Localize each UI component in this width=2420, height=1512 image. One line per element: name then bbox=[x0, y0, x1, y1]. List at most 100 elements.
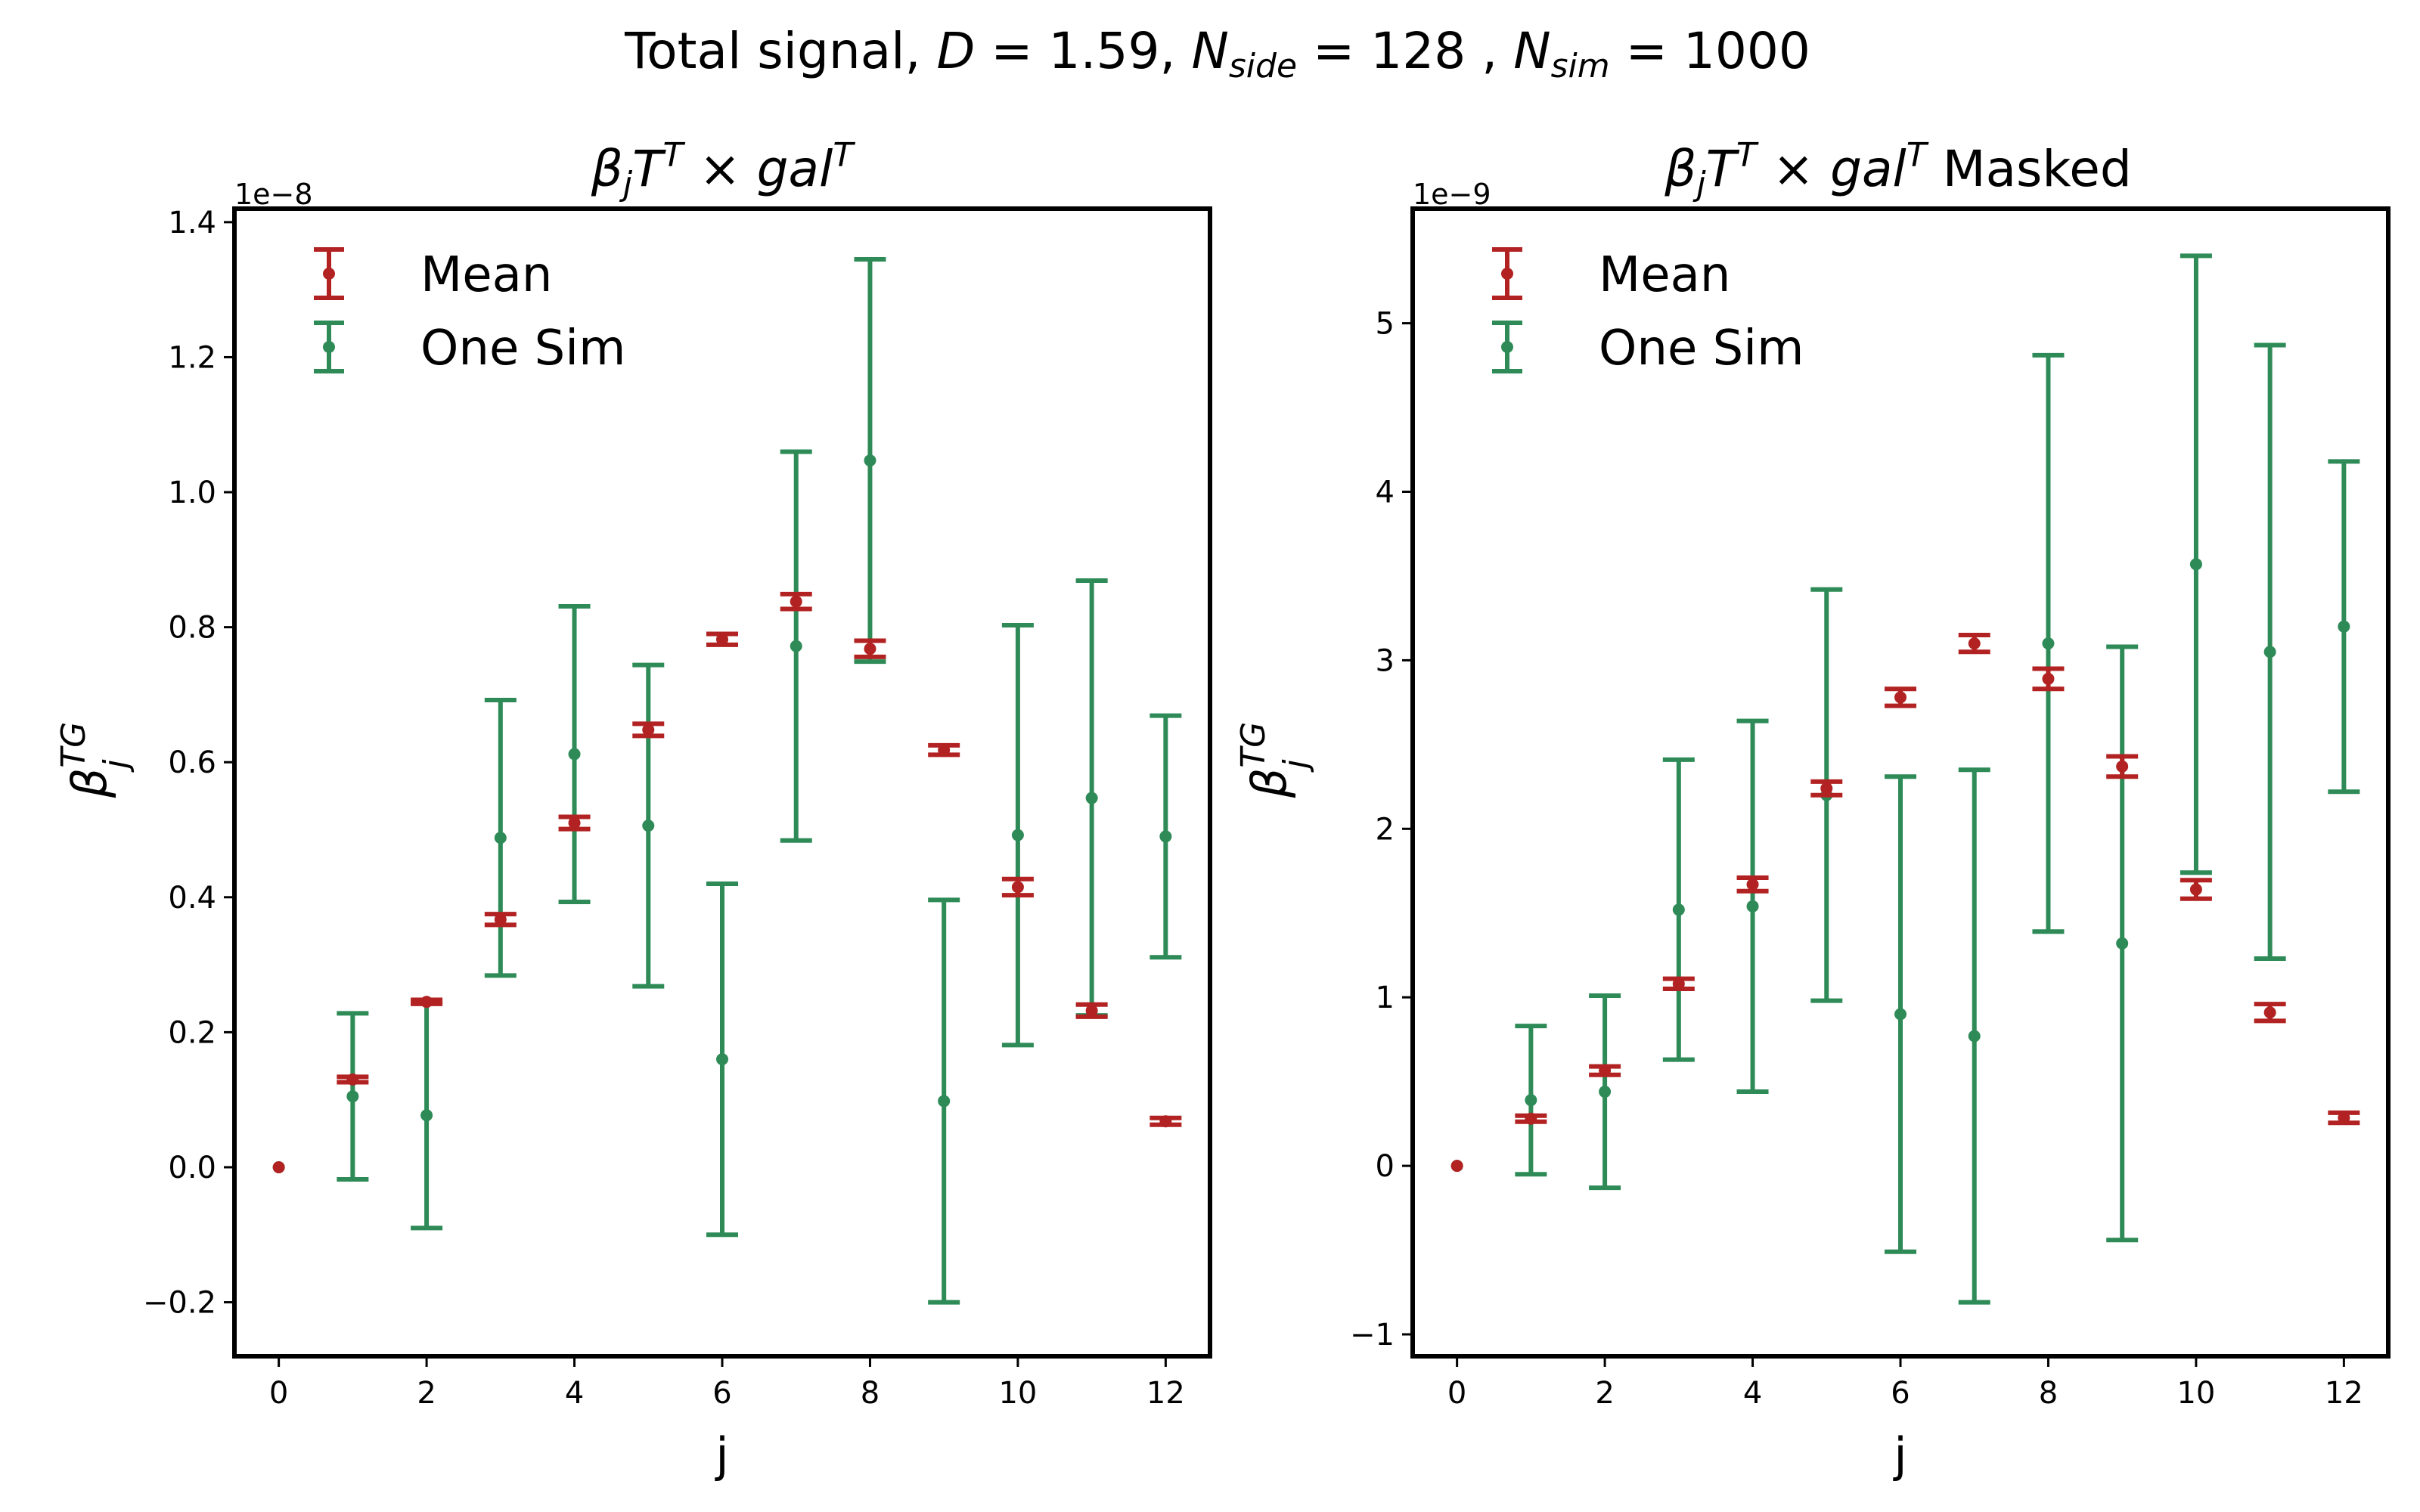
mean-errorbar bbox=[1150, 1115, 1182, 1128]
mean-point bbox=[2263, 1006, 2276, 1019]
panel-right-x-ticks: 0 2 4 6 8 10 12 bbox=[1447, 1356, 2363, 1411]
one-sim-point bbox=[1968, 1030, 1981, 1043]
y-tick-label: −1 bbox=[1350, 1318, 1395, 1352]
mean-point bbox=[642, 723, 655, 736]
y-tick-label: 0.2 bbox=[168, 1015, 216, 1050]
mean-point bbox=[568, 816, 581, 829]
legend-label-mean: Mean bbox=[420, 247, 552, 303]
mean-errorbar bbox=[558, 814, 591, 832]
mean-errorbar bbox=[2032, 666, 2065, 692]
one-sim-errorbar bbox=[2106, 644, 2139, 1243]
one-sim-errorbar bbox=[632, 662, 665, 989]
panel-left-legend: Mean One Sim bbox=[314, 247, 625, 376]
y-tick-label: 0.4 bbox=[168, 881, 216, 916]
one-sim-errorbar bbox=[928, 897, 960, 1305]
y-tick-label: 0 bbox=[1376, 1149, 1395, 1184]
one-sim-point bbox=[1894, 1008, 1907, 1021]
mean-point bbox=[716, 633, 728, 646]
legend-one-sim-marker bbox=[314, 321, 344, 373]
one-sim-errorbar bbox=[2328, 459, 2360, 795]
panel-right: βjTT × galT Masked 1e−9 j βTG j 0 2 4 6 8 10 12… bbox=[1234, 136, 2391, 1483]
mean-errorbar bbox=[706, 631, 738, 647]
mean-point bbox=[864, 643, 876, 655]
one-sim-point bbox=[346, 1090, 359, 1103]
mean-errorbar bbox=[272, 1160, 285, 1173]
panel-right-frame bbox=[1410, 206, 2391, 1359]
y-tick-label: 5 bbox=[1376, 307, 1395, 342]
one-sim-point bbox=[938, 1095, 951, 1108]
mean-point bbox=[1525, 1112, 1537, 1125]
one-sim-point bbox=[2189, 558, 2202, 571]
mean-errorbar bbox=[1075, 1002, 1108, 1019]
mean-errorbar bbox=[1958, 632, 1990, 655]
panel-right-y-ticks: −1 0 1 2 3 4 5 bbox=[1350, 307, 1413, 1352]
mean-errorbar bbox=[1662, 976, 1695, 992]
mean-errorbar bbox=[484, 912, 517, 928]
mean-point bbox=[1159, 1115, 1172, 1128]
mean-point bbox=[2042, 672, 2055, 685]
one-sim-errorbar bbox=[854, 256, 886, 665]
one-sim-errorbar bbox=[484, 698, 517, 978]
one-sim-errorbar bbox=[411, 1000, 443, 1231]
one-sim-errorbar bbox=[706, 881, 738, 1238]
mean-errorbar bbox=[337, 1073, 369, 1086]
one-sim-point bbox=[1525, 1094, 1537, 1107]
one-sim-errorbar bbox=[2254, 342, 2286, 961]
legend-mean-marker bbox=[314, 247, 344, 300]
panel-right-title: βjTT × galT Masked bbox=[1664, 136, 2132, 203]
y-tick-label: 0.0 bbox=[168, 1151, 216, 1185]
one-sim-errorbar bbox=[1515, 1024, 1547, 1177]
mean-errorbar bbox=[1885, 686, 1916, 708]
x-tick-label: 8 bbox=[2039, 1376, 2058, 1411]
mean-point bbox=[938, 744, 951, 757]
legend-label-one-sim: One Sim bbox=[1599, 321, 1804, 376]
mean-point bbox=[2116, 760, 2129, 773]
figure-suptitle: Total signal, D = 1.59, Nside = 128 , Ns… bbox=[624, 22, 1810, 85]
one-sim-errorbar bbox=[1001, 622, 1034, 1048]
panel-right-data-marks bbox=[1450, 253, 2360, 1305]
panel-right-offset-text: 1e−9 bbox=[1413, 178, 1491, 211]
legend-mean-marker bbox=[1492, 247, 1522, 300]
one-sim-errorbar bbox=[558, 603, 591, 905]
one-sim-errorbar bbox=[1958, 767, 1990, 1305]
y-tick-label: 0.8 bbox=[168, 611, 216, 646]
mean-point bbox=[1820, 782, 1833, 795]
one-sim-point bbox=[2042, 637, 2055, 650]
x-tick-label: 2 bbox=[417, 1376, 436, 1411]
panel-right-xlabel: j bbox=[1892, 1427, 1907, 1483]
x-tick-label: 4 bbox=[565, 1376, 584, 1411]
mean-point bbox=[790, 595, 802, 608]
panel-left-title: βjTT × galT bbox=[591, 136, 856, 203]
x-tick-label: 2 bbox=[1595, 1376, 1614, 1411]
mean-errorbar bbox=[854, 638, 886, 659]
one-sim-errorbar bbox=[1589, 993, 1621, 1191]
mean-errorbar bbox=[1810, 779, 1843, 798]
one-sim-point bbox=[790, 640, 802, 652]
mean-point bbox=[2338, 1111, 2350, 1124]
mean-errorbar bbox=[2254, 1002, 2286, 1024]
y-tick-label: 4 bbox=[1376, 475, 1395, 510]
one-sim-point bbox=[642, 820, 655, 832]
one-sim-point bbox=[1746, 900, 1759, 912]
panel-left-data-marks bbox=[272, 256, 1182, 1305]
one-sim-point bbox=[420, 1109, 433, 1122]
mean-point bbox=[420, 996, 433, 1009]
x-tick-label: 0 bbox=[1447, 1376, 1466, 1411]
one-sim-point bbox=[2263, 646, 2276, 658]
mean-errorbar bbox=[2180, 878, 2212, 901]
mean-errorbar bbox=[1736, 875, 1769, 894]
one-sim-point bbox=[1159, 830, 1172, 843]
one-sim-point bbox=[1672, 903, 1685, 916]
one-sim-errorbar bbox=[337, 1011, 369, 1182]
mean-point bbox=[1599, 1064, 1612, 1077]
legend-label-one-sim: One Sim bbox=[420, 321, 625, 376]
mean-errorbar bbox=[1001, 876, 1034, 898]
x-tick-label: 10 bbox=[2176, 1376, 2215, 1411]
mean-point bbox=[272, 1160, 285, 1173]
x-tick-label: 12 bbox=[2325, 1376, 2363, 1411]
one-sim-errorbar bbox=[1150, 713, 1182, 960]
mean-point bbox=[1085, 1004, 1098, 1017]
mean-point bbox=[1968, 637, 1981, 650]
y-tick-label: 0.6 bbox=[168, 745, 216, 780]
